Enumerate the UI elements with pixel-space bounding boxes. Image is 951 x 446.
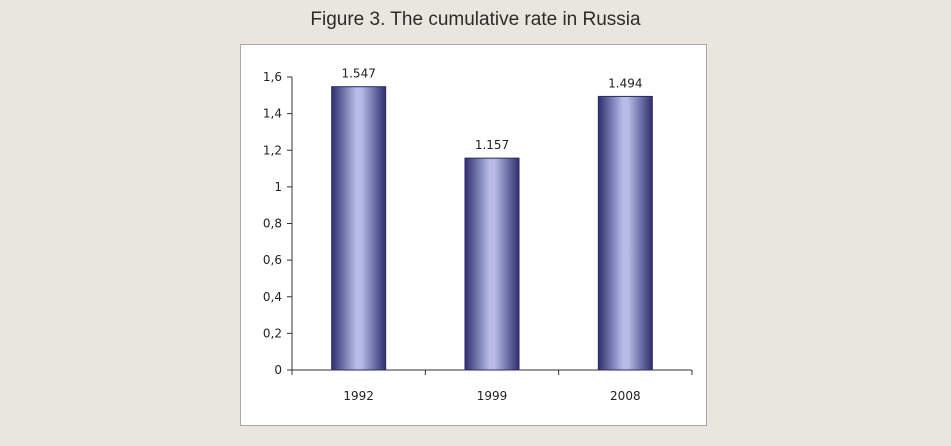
y-tick-label: 0 xyxy=(274,363,282,377)
y-tick-label: 0,4 xyxy=(263,290,282,304)
bar-1999 xyxy=(464,157,520,371)
x-tick-label: 2008 xyxy=(610,389,641,403)
x-tick-label: 1999 xyxy=(477,389,508,403)
figure-title: Figure 3. The cumulative rate in Russia xyxy=(310,9,641,30)
y-tick-label: 1,4 xyxy=(263,107,282,121)
data-label: 1.494 xyxy=(608,76,642,90)
chart-bars xyxy=(331,86,653,371)
chart-axes: 0 0,2 0,4 0,6 0,8 1 1,2 1,4 1,6 xyxy=(263,70,693,377)
data-label: 1.547 xyxy=(341,67,375,81)
y-tick-label: 0,6 xyxy=(263,253,282,267)
data-label: 1.157 xyxy=(475,138,509,152)
bar-2008 xyxy=(597,95,653,371)
y-tick-label: 1,2 xyxy=(263,143,282,157)
y-tick-label: 1 xyxy=(274,180,282,194)
chart-labels: 1.547 1992 1.157 1999 1.494 2008 xyxy=(341,67,642,403)
y-tick-label: 1,6 xyxy=(263,70,282,84)
y-tick-label: 0,2 xyxy=(263,326,282,340)
bar-1992 xyxy=(331,86,387,371)
y-tick-label: 0,8 xyxy=(263,217,282,231)
x-tick-label: 1992 xyxy=(343,389,374,403)
